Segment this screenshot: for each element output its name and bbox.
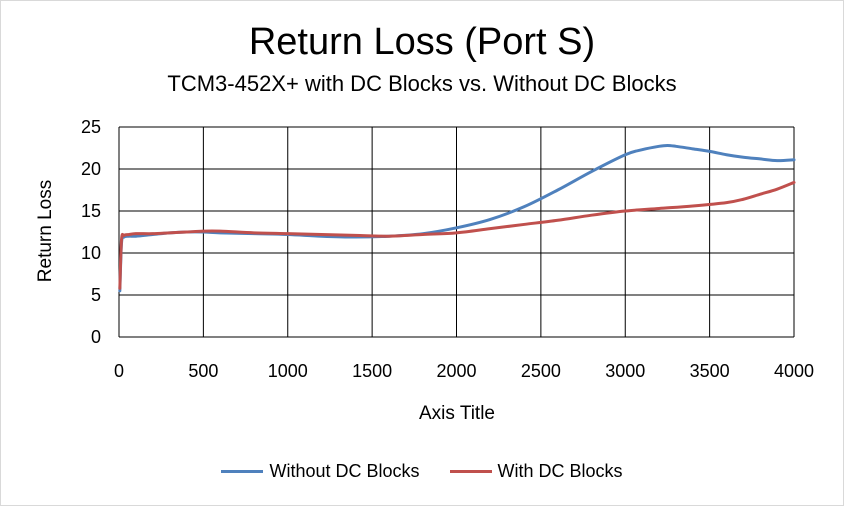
x-tick-label: 0 xyxy=(114,361,124,381)
chart-title: Return Loss (Port S) xyxy=(248,21,596,63)
legend-swatch-with-dc-blocks xyxy=(449,470,492,473)
y-tick-label: 20 xyxy=(81,159,101,179)
legend-swatch-without-dc-blocks xyxy=(221,470,264,473)
series-lines xyxy=(118,143,796,293)
y-tick-label: 15 xyxy=(81,201,101,221)
x-tick-label: 3500 xyxy=(690,361,730,381)
tick-labels: 0 5 10 15 20 25 0 500 1000 1500 2000 2500 3000 3500 40… xyxy=(81,117,814,381)
x-tick-label: 1000 xyxy=(268,361,308,381)
y-axis-title: Return Loss xyxy=(35,180,56,282)
x-tick-label: 1500 xyxy=(352,361,392,381)
y-tick-label: 25 xyxy=(81,117,101,137)
x-axis-title: Axis Title xyxy=(419,403,495,424)
y-tick-label: 0 xyxy=(91,327,101,347)
legend-item-with-dc-blocks: With DC Blocks xyxy=(449,461,623,482)
x-tick-label: 4000 xyxy=(774,361,814,381)
x-tick-label: 500 xyxy=(188,361,218,381)
legend-item-without-dc-blocks: Without DC Blocks xyxy=(221,461,420,482)
x-tick-label: 2000 xyxy=(436,361,476,381)
y-tick-label: 5 xyxy=(91,285,101,305)
series-line-with-dc-blocks xyxy=(118,180,796,290)
chart-subtitle: TCM3-452X+ with DC Blocks vs. Without DC… xyxy=(167,71,677,96)
legend-label-without-dc-blocks: Without DC Blocks xyxy=(269,461,420,481)
legend: Without DC Blocks With DC Blocks xyxy=(1,461,843,482)
legend-label-with-dc-blocks: With DC Blocks xyxy=(497,461,623,481)
x-tick-label: 2500 xyxy=(521,361,561,381)
y-tick-label: 10 xyxy=(81,243,101,263)
x-tick-label: 3000 xyxy=(605,361,645,381)
